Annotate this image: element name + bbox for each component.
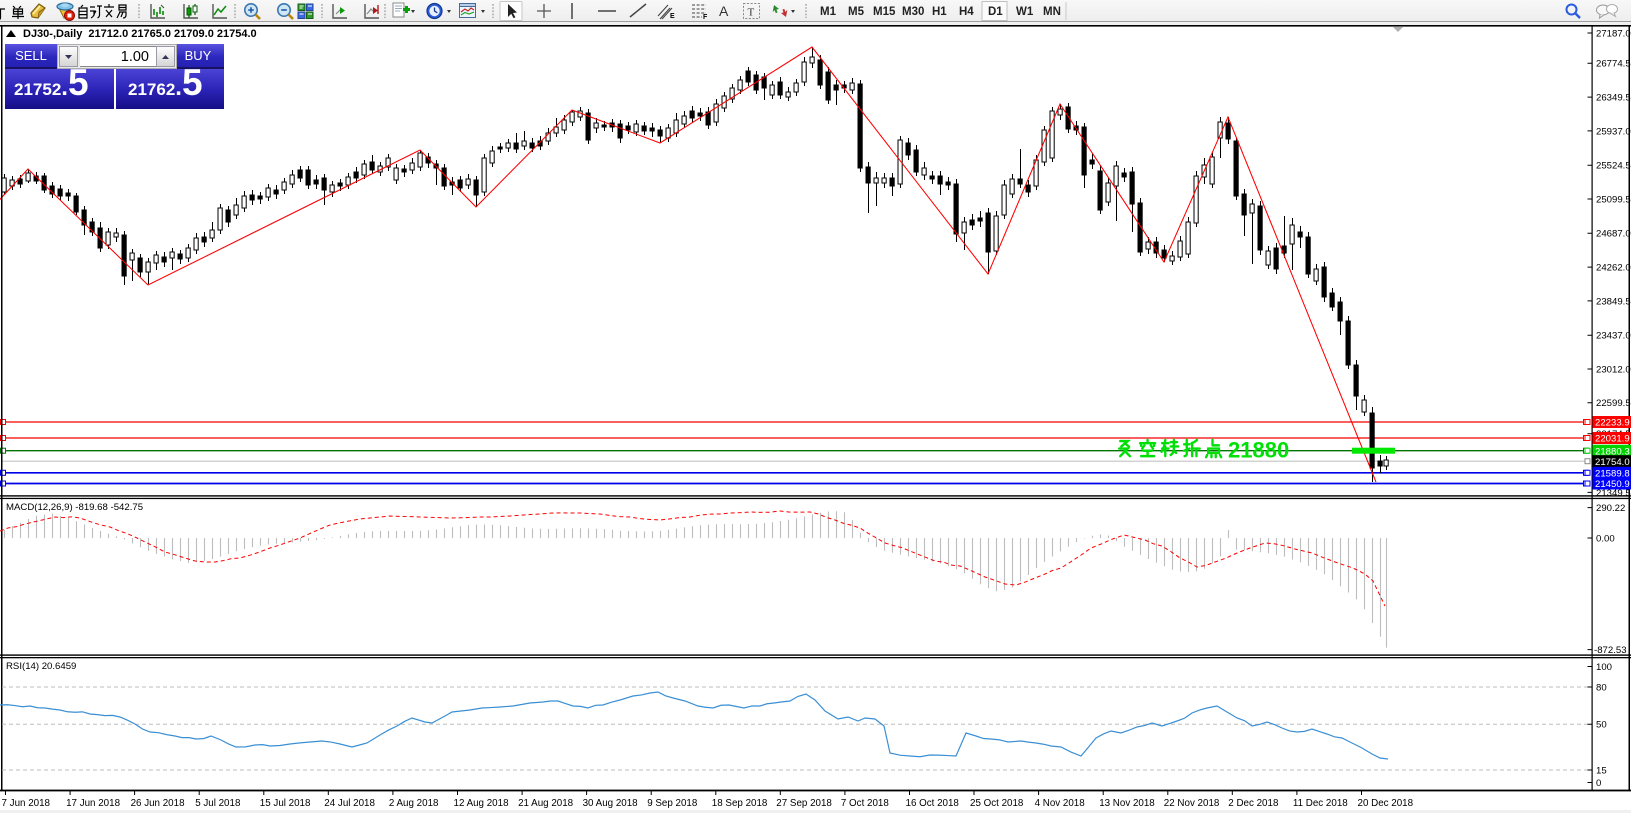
svg-text:E: E <box>670 13 675 20</box>
svg-text:21754.0: 21754.0 <box>1595 457 1630 468</box>
svg-text:RSI(14) 20.6459: RSI(14) 20.6459 <box>6 661 76 672</box>
svg-text:16 Oct 2018: 16 Oct 2018 <box>906 798 960 809</box>
svg-text:7 Jun 2018: 7 Jun 2018 <box>2 798 51 809</box>
svg-text:22 Nov 2018: 22 Nov 2018 <box>1164 798 1220 809</box>
svg-text:80: 80 <box>1596 682 1607 693</box>
svg-text:100: 100 <box>1596 662 1612 673</box>
svg-text:13 Nov 2018: 13 Nov 2018 <box>1099 798 1155 809</box>
svg-text:15 Jul 2018: 15 Jul 2018 <box>260 798 311 809</box>
svg-text:MACD(12,26,9) -819.68 -542.75: MACD(12,26,9) -819.68 -542.75 <box>6 502 143 513</box>
svg-text:23437.0: 23437.0 <box>1596 331 1631 342</box>
svg-text:23012.0: 23012.0 <box>1596 364 1631 375</box>
svg-text:12 Aug 2018: 12 Aug 2018 <box>454 798 510 809</box>
svg-text:9 Sep 2018: 9 Sep 2018 <box>647 798 698 809</box>
svg-text:22233.9: 22233.9 <box>1595 418 1630 429</box>
svg-text:MN: MN <box>1043 6 1061 18</box>
svg-text:21880: 21880 <box>1228 438 1289 463</box>
svg-text:0.00: 0.00 <box>1596 533 1615 544</box>
svg-text:D1: D1 <box>988 6 1003 18</box>
svg-text:7 Oct 2018: 7 Oct 2018 <box>841 798 889 809</box>
svg-text:2 Dec 2018: 2 Dec 2018 <box>1228 798 1279 809</box>
svg-text:27187.0: 27187.0 <box>1596 28 1631 39</box>
svg-text:22599.5: 22599.5 <box>1596 398 1631 409</box>
svg-text:21 Aug 2018: 21 Aug 2018 <box>518 798 574 809</box>
svg-text:18 Sep 2018: 18 Sep 2018 <box>712 798 768 809</box>
svg-text:30 Aug 2018: 30 Aug 2018 <box>583 798 639 809</box>
svg-text:25524.5: 25524.5 <box>1596 161 1631 172</box>
svg-text:0: 0 <box>1596 778 1601 789</box>
svg-text:5 Jul 2018: 5 Jul 2018 <box>195 798 241 809</box>
svg-text:F: F <box>703 14 708 21</box>
svg-text:26774.5: 26774.5 <box>1596 59 1631 70</box>
svg-text:22031.9: 22031.9 <box>1595 434 1630 445</box>
svg-text:290.22: 290.22 <box>1596 503 1625 514</box>
svg-text:20 Dec 2018: 20 Dec 2018 <box>1358 798 1414 809</box>
svg-text:26 Jun 2018: 26 Jun 2018 <box>131 798 185 809</box>
svg-text:11 Dec 2018: 11 Dec 2018 <box>1293 798 1348 809</box>
svg-text:H1: H1 <box>932 6 947 18</box>
svg-text:-872.53: -872.53 <box>1594 645 1627 656</box>
svg-text:21450.9: 21450.9 <box>1595 479 1630 490</box>
svg-text:50: 50 <box>1596 720 1607 731</box>
svg-text:24 Jul 2018: 24 Jul 2018 <box>324 798 375 809</box>
svg-text:25 Oct 2018: 25 Oct 2018 <box>970 798 1024 809</box>
svg-text:A: A <box>719 3 729 19</box>
svg-text:H4: H4 <box>959 6 974 18</box>
svg-text:24262.0: 24262.0 <box>1596 263 1631 274</box>
svg-text:M5: M5 <box>848 6 865 18</box>
svg-text:21349.5: 21349.5 <box>1596 488 1631 499</box>
svg-text:M1: M1 <box>820 6 837 18</box>
svg-text:4 Nov 2018: 4 Nov 2018 <box>1035 798 1086 809</box>
svg-text:21880.3: 21880.3 <box>1595 446 1630 457</box>
svg-text:24687.0: 24687.0 <box>1596 229 1631 240</box>
svg-text:23849.5: 23849.5 <box>1596 296 1631 307</box>
svg-text:17 Jun 2018: 17 Jun 2018 <box>66 798 120 809</box>
svg-text:2 Aug 2018: 2 Aug 2018 <box>389 798 439 809</box>
svg-text:T: T <box>748 7 755 19</box>
svg-text:W1: W1 <box>1016 6 1034 18</box>
svg-text:21589.8: 21589.8 <box>1595 468 1630 479</box>
svg-text:25937.0: 25937.0 <box>1596 126 1631 137</box>
svg-text:M30: M30 <box>902 6 924 18</box>
svg-text:M15: M15 <box>873 6 896 18</box>
svg-text:15: 15 <box>1596 765 1607 776</box>
svg-text:25099.5: 25099.5 <box>1596 194 1631 205</box>
svg-text:26349.5: 26349.5 <box>1596 93 1631 104</box>
svg-text:27 Sep 2018: 27 Sep 2018 <box>776 798 832 809</box>
